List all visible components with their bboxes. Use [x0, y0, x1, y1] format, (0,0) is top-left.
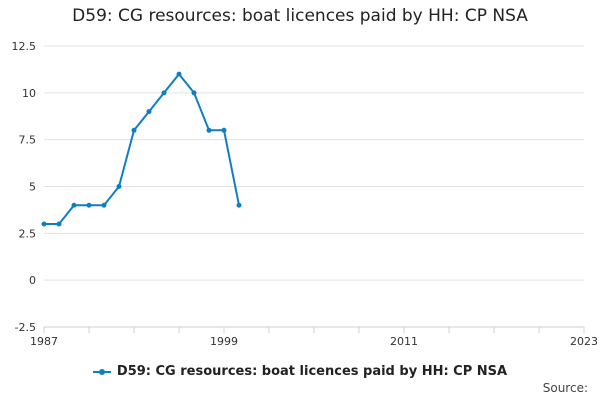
- data-point: [161, 90, 167, 96]
- y-tick-label: 10: [22, 87, 36, 100]
- data-point: [191, 90, 197, 96]
- data-point: [41, 221, 47, 227]
- legend-swatch: [92, 368, 111, 375]
- data-point: [56, 221, 62, 227]
- data-point: [101, 202, 107, 208]
- y-tick-label: 5: [29, 181, 36, 194]
- data-point: [206, 127, 212, 133]
- data-point: [71, 202, 77, 208]
- y-tick-label: 7.5: [19, 134, 37, 147]
- x-tick-label: 1987: [30, 335, 58, 348]
- data-point: [176, 71, 182, 77]
- data-point: [221, 127, 227, 133]
- y-tick-label: 2.5: [19, 227, 37, 240]
- data-point: [116, 184, 122, 189]
- data-point: [86, 202, 92, 208]
- data-point: [146, 109, 152, 115]
- series-line: [44, 73, 240, 225]
- chart-title: D59: CG resources: boat licences paid by…: [72, 6, 528, 26]
- legend-label: D59: CG resources: boat licences paid by…: [116, 364, 508, 379]
- x-tick-label: 2011: [390, 335, 418, 348]
- data-point: [236, 202, 242, 208]
- x-tick-label: 1999: [210, 335, 238, 348]
- data-point: [131, 127, 137, 133]
- y-tick-label: 0: [29, 274, 36, 287]
- y-tick-label: -2.5: [15, 321, 36, 334]
- y-tick-label: 12.5: [12, 40, 37, 53]
- legend: D59: CG resources: boat licences paid by…: [0, 364, 600, 379]
- x-tick-label: 2023: [570, 335, 598, 348]
- source-label: Source:: [542, 381, 588, 395]
